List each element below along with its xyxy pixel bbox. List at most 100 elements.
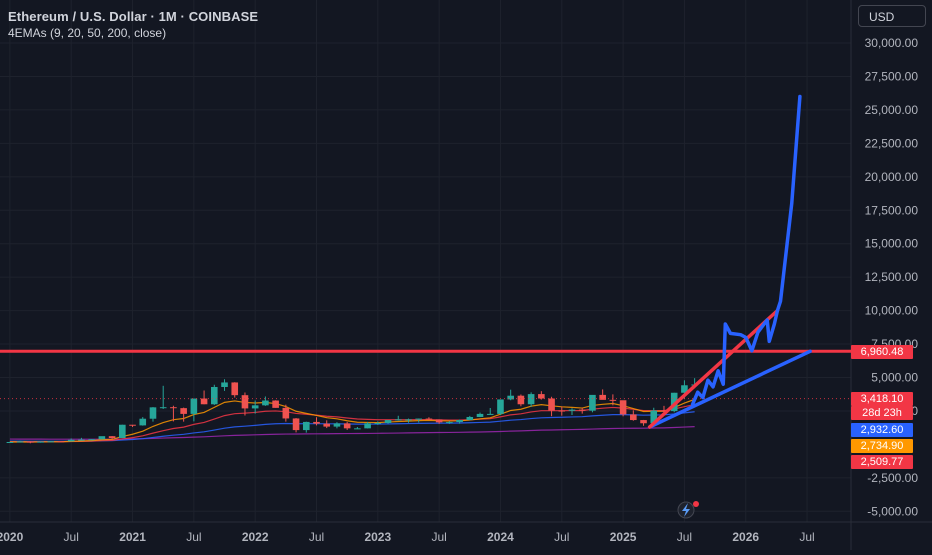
candle-body [119,424,126,439]
candle-body [568,409,576,411]
x-tick-label: 2023 [364,530,391,544]
y-tick-label: 12,500.00 [865,270,919,284]
candle-body [507,395,514,400]
candle-body [27,441,34,443]
candle-body [548,398,555,411]
candle-body [435,419,443,423]
candle-body [609,399,617,401]
candle-body [384,420,392,423]
upper-trendline [647,308,780,429]
x-tick-label: Jul [799,530,814,544]
candle-body [374,422,382,424]
candle-body [180,408,187,414]
indicator-legend[interactable]: 4EMAs (9, 20, 50, 200, close) [8,26,167,40]
candle-body [272,400,279,408]
candle-body [149,407,157,419]
y-tick-label: -5,000.00 [867,504,918,518]
candle-body [241,395,249,409]
candle-body [599,394,606,400]
y-tick-label: 15,000.00 [865,237,919,251]
candle-body [159,407,167,409]
candle-body [16,441,24,443]
candle-body [302,421,310,431]
candle-body [37,441,44,443]
y-tick-label: 17,500.00 [865,203,919,217]
y-tick-label: -2,500.00 [867,471,918,485]
y-tick-label: 5,000.00 [871,371,918,385]
candle-body [78,439,85,441]
x-tick-label: 2020 [0,530,24,544]
bolt-icon [682,503,690,517]
price-tag-ema200: 2,509.77 [851,455,913,469]
price-tag-ema50: 2,734.90 [851,439,913,453]
candle-body [670,392,678,412]
candle-body [251,405,259,409]
candle-body [589,394,596,411]
candle-body [456,420,463,423]
x-tick-label: Jul [431,530,446,544]
candle-body [640,420,647,424]
candle-body [558,410,566,412]
candle-body [6,441,14,443]
candle-body [527,394,535,405]
candle-body [292,418,300,431]
price-tag-last: 3,418.10 [851,392,913,406]
candle-body [394,419,402,421]
candle-body [619,400,627,415]
symbol-title: Ethereum / U.S. Dollar · 1M · COINBASE [8,9,259,24]
price-tag-countdown: 28d 23h [851,406,913,420]
candle-body [538,394,545,399]
x-tick-label: 2026 [732,530,759,544]
x-tick-label: Jul [554,530,569,544]
x-tick-label: 2024 [487,530,514,544]
ema-50-line [9,411,695,442]
x-tick-label: Jul [309,530,324,544]
x-tick-label: Jul [64,530,79,544]
candle-body [129,424,136,426]
candle-body [200,398,208,405]
y-tick-label: 30,000.00 [865,36,919,50]
candle-body [343,423,351,429]
candle-body [88,439,95,441]
y-tick-label: 22,500.00 [865,136,919,150]
x-tick-label: Jul [677,530,692,544]
candle-body [476,413,484,417]
candle-body [364,423,371,429]
candle-body [323,423,331,427]
projection-path [690,94,802,407]
candle-body [47,441,55,443]
candle-body [190,398,198,414]
x-tick-label: Jul [186,530,201,544]
candle-body [139,418,147,426]
candle-body [231,382,239,396]
candle-body [486,413,494,415]
alert-dot-icon [693,501,699,507]
x-tick-label: 2025 [610,530,637,544]
x-tick-label: 2022 [242,530,269,544]
candle-body [108,436,116,439]
candle-body [98,436,106,440]
price-tag-hline: 6,960.48 [851,345,913,359]
lower-trendline [647,349,812,429]
candle-body [578,409,586,411]
candle-body [517,395,525,405]
candle-body [67,439,75,442]
candle-body [221,382,228,388]
currency-button[interactable]: USD [858,5,926,27]
y-tick-label: 20,000.00 [865,170,919,184]
y-tick-label: 27,500.00 [865,69,919,83]
candle-body [660,410,668,412]
candle-body [57,441,65,443]
candle-body [333,423,341,427]
candle-body [415,418,422,420]
candle-body [681,385,688,393]
candle-body [170,407,177,409]
y-tick-label: 10,000.00 [865,304,919,318]
candle-body [425,418,433,420]
candle-body [630,414,637,421]
candle-body [405,419,412,421]
candle-body [282,407,290,419]
candle-body [446,422,453,424]
